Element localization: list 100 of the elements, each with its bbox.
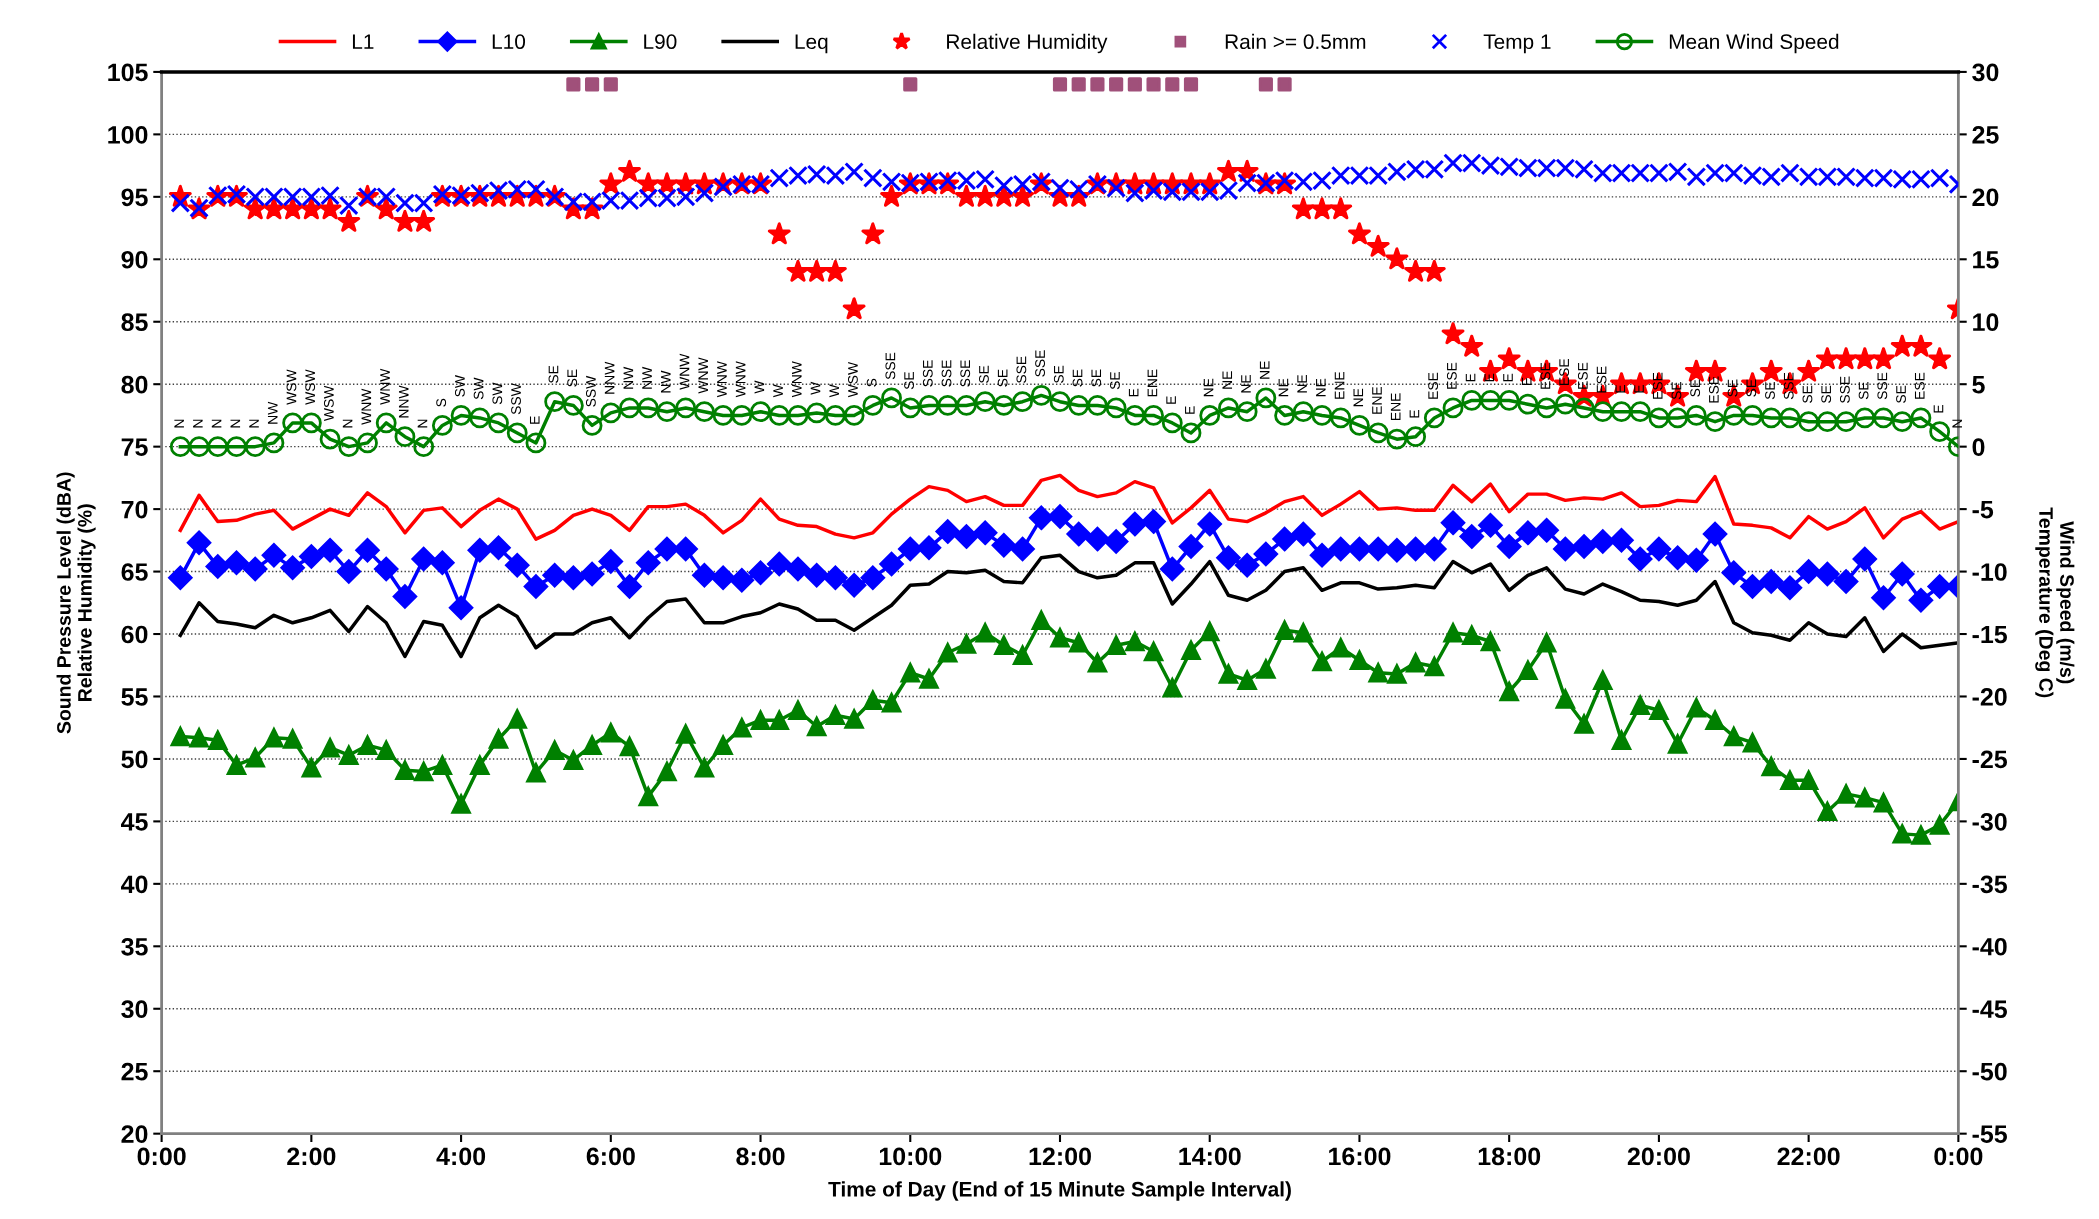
data-label: SW	[473, 377, 484, 400]
legend-label: Leq	[795, 34, 828, 54]
x-tick-label: 12:00	[1029, 1147, 1091, 1166]
data-label: NE	[1241, 374, 1251, 393]
y2-tick-label: 30	[1972, 63, 1999, 82]
y-tick-label: 55	[121, 688, 148, 706]
data-label: NW	[642, 366, 652, 389]
data-label: NW	[623, 366, 634, 389]
y2-tick-label: 0	[1972, 438, 1985, 456]
data-label: ESE	[1446, 362, 1457, 389]
data-label: SSE	[1035, 350, 1046, 377]
data-label: SE	[548, 365, 559, 383]
data-label: SSE	[1877, 372, 1888, 400]
data-label: SE	[1053, 365, 1064, 383]
data-label: N	[417, 419, 428, 428]
y2-tick-label: -40	[1972, 937, 2007, 956]
y2-tick-label: -35	[1972, 875, 2007, 894]
y-tick-label: 35	[121, 937, 148, 956]
x-tick-label: 4:00	[436, 1147, 486, 1166]
data-label: SE	[1896, 385, 1906, 403]
data-label: NE	[1278, 378, 1289, 397]
data-label: N	[249, 419, 259, 428]
y2-tick-label: -15	[1972, 625, 2007, 644]
data-label: NE	[1297, 374, 1307, 393]
data-label: NNW	[604, 361, 615, 394]
data-label: ESE	[1559, 358, 1570, 385]
legend-label: Relative Humidity	[947, 33, 1108, 54]
x-tick-label: 2:00	[287, 1147, 336, 1166]
data-label: E	[529, 416, 540, 424]
data-label: W	[829, 384, 839, 398]
legend-label: L1	[352, 34, 374, 49]
y2-tick-label: -20	[1972, 688, 2007, 706]
data-label: E	[1615, 384, 1626, 393]
x-tick-label: 0:00	[1934, 1147, 1983, 1166]
data-label: SSE	[1839, 376, 1850, 403]
data-label: S	[866, 378, 877, 387]
data-label: W	[773, 384, 783, 398]
data-label: SE	[1765, 381, 1775, 400]
y-tick-label: 85	[121, 313, 148, 332]
data-label: SW	[492, 382, 503, 405]
x-tick-label: 20:00	[1627, 1147, 1690, 1166]
y2-tick-label: -25	[1972, 750, 2007, 769]
data-label: NE	[1316, 378, 1326, 397]
legend-label: Rain >= 0.5mm	[1225, 33, 1366, 50]
data-label: SE	[1690, 379, 1701, 397]
data-label: ENE	[1372, 386, 1382, 414]
data-label: SE	[1072, 369, 1083, 387]
x-tick-label: 0:00	[137, 1147, 186, 1166]
data-label: WNW	[735, 361, 746, 398]
y-tick-label: 90	[121, 250, 148, 269]
data-label: WSW	[848, 361, 858, 398]
data-label: NNW	[398, 385, 409, 418]
x-tick-label: 6:00	[586, 1147, 635, 1166]
x-tick-label: 14:00	[1179, 1147, 1241, 1166]
data-label: N	[211, 419, 222, 428]
line-series	[178, 473, 1959, 541]
data-label: E	[1503, 373, 1513, 382]
data-label: S	[436, 398, 447, 407]
data-label: SE	[904, 371, 914, 390]
data-label: N	[342, 419, 353, 428]
data-label: WSW	[305, 369, 316, 405]
y-tick-label: 60	[121, 625, 148, 644]
y-tick-label: 75	[121, 438, 148, 456]
y-tick-label: 105	[108, 63, 148, 82]
data-label: SE	[979, 365, 989, 383]
y-tick-label: 20	[121, 1125, 148, 1143]
data-label: N	[193, 419, 203, 428]
y2-tick-label: -55	[1972, 1125, 2007, 1143]
data-label: NW	[660, 370, 671, 393]
data-label: ENE	[1390, 393, 1401, 420]
data-label: NE	[1203, 378, 1214, 397]
y2-tick-label: -10	[1972, 563, 2007, 581]
x-tick-label: 22:00	[1777, 1147, 1840, 1166]
y2-tick-label: -30	[1972, 812, 2007, 831]
data-label: E	[1409, 409, 1420, 418]
y2-tick-label: -5	[1972, 500, 1994, 519]
data-label: WSW	[323, 385, 334, 422]
data-label: E	[1128, 388, 1139, 397]
data-label: NE	[1353, 388, 1364, 407]
x-axis-title: Time of Day (End of 15 Minute Sample Interval)	[828, 1181, 1291, 1201]
data-label: NE	[1222, 371, 1233, 389]
y2-axis-title: Wind Speed (m/s) Temperature (Deg C)	[2035, 507, 2075, 698]
y-tick-label: 100	[108, 125, 148, 144]
line-series	[178, 553, 1959, 659]
data-label: E	[1484, 373, 1495, 382]
y2-tick-label: -45	[1972, 1000, 2007, 1019]
legend-label: L90	[644, 34, 677, 50]
data-label: SSE	[1016, 356, 1027, 383]
data-label: WSW	[286, 369, 297, 405]
data-label: E	[1185, 406, 1195, 414]
data-label: SE	[1671, 381, 1682, 400]
y2-tick-label: 10	[1973, 313, 1999, 332]
data-label: E	[1634, 384, 1644, 393]
data-label: SE	[1821, 385, 1832, 403]
y2-tick-label: 20	[1972, 188, 1999, 207]
data-label: SE	[1727, 379, 1738, 397]
y2-tick-label: 5	[1972, 376, 1985, 394]
y-tick-label: 40	[121, 875, 148, 894]
data-label: SE	[1858, 381, 1869, 400]
y2-tick-label: 25	[1972, 125, 1999, 144]
